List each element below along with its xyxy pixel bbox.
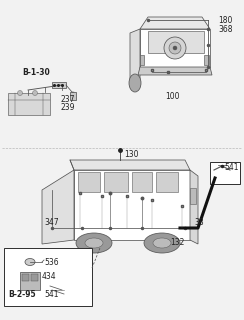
- Polygon shape: [74, 170, 190, 240]
- Bar: [104, 172, 128, 192]
- Polygon shape: [8, 93, 50, 115]
- Text: 239: 239: [60, 103, 74, 112]
- Text: 237: 237: [60, 95, 74, 104]
- Ellipse shape: [85, 238, 103, 248]
- Polygon shape: [70, 160, 190, 170]
- Text: 130: 130: [124, 150, 139, 159]
- Polygon shape: [138, 67, 212, 75]
- Text: 38: 38: [194, 218, 204, 227]
- Ellipse shape: [144, 233, 180, 253]
- Ellipse shape: [76, 233, 112, 253]
- Ellipse shape: [25, 259, 35, 266]
- Bar: [132, 172, 152, 192]
- Bar: [204, 55, 209, 65]
- Bar: [140, 55, 144, 65]
- Polygon shape: [130, 29, 140, 87]
- Text: 368: 368: [218, 25, 233, 34]
- Ellipse shape: [153, 238, 171, 248]
- Text: 100: 100: [165, 92, 180, 101]
- Bar: [70, 92, 76, 100]
- Text: 536: 536: [44, 258, 59, 267]
- Circle shape: [164, 37, 186, 59]
- Text: 180: 180: [218, 16, 232, 25]
- Circle shape: [169, 42, 181, 54]
- Text: B-2-95: B-2-95: [8, 290, 36, 299]
- Bar: [52, 82, 66, 88]
- Text: B-1-30: B-1-30: [22, 68, 50, 77]
- Bar: [156, 172, 178, 192]
- Text: 347: 347: [44, 218, 59, 227]
- Text: 132: 132: [170, 238, 184, 247]
- Bar: [190, 188, 196, 204]
- Polygon shape: [140, 17, 210, 29]
- Ellipse shape: [129, 74, 141, 92]
- Bar: [20, 272, 40, 290]
- Polygon shape: [140, 29, 210, 67]
- Text: 541: 541: [224, 163, 238, 172]
- Bar: [210, 162, 240, 184]
- Circle shape: [18, 91, 22, 95]
- Bar: [78, 172, 100, 192]
- Polygon shape: [148, 31, 204, 53]
- Bar: [22, 274, 29, 281]
- Circle shape: [173, 46, 177, 50]
- Polygon shape: [190, 170, 198, 244]
- Polygon shape: [42, 170, 74, 244]
- Bar: [4, 248, 92, 306]
- Text: 541: 541: [44, 290, 59, 299]
- Circle shape: [32, 91, 38, 95]
- Text: 434: 434: [42, 272, 57, 281]
- Bar: [31, 274, 38, 281]
